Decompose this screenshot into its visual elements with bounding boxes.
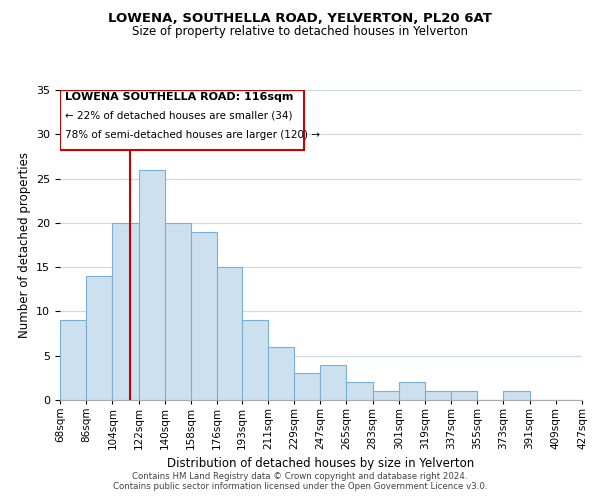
Bar [217,267,242,400]
Text: Contains HM Land Registry data © Crown copyright and database right 2024.: Contains HM Land Registry data © Crown c… [132,472,468,481]
Text: ← 22% of detached houses are smaller (34): ← 22% of detached houses are smaller (34… [65,111,293,121]
Bar [294,374,320,400]
Bar [451,391,478,400]
Text: Size of property relative to detached houses in Yelverton: Size of property relative to detached ho… [132,25,468,38]
FancyBboxPatch shape [60,90,304,150]
Bar [242,320,268,400]
Bar [425,391,451,400]
Bar [346,382,373,400]
Bar [112,223,139,400]
Bar [86,276,112,400]
Text: LOWENA SOUTHELLA ROAD: 116sqm: LOWENA SOUTHELLA ROAD: 116sqm [65,92,293,102]
Bar [191,232,217,400]
Text: LOWENA, SOUTHELLA ROAD, YELVERTON, PL20 6AT: LOWENA, SOUTHELLA ROAD, YELVERTON, PL20 … [108,12,492,26]
Bar [164,223,191,400]
Bar [60,320,86,400]
Text: Contains public sector information licensed under the Open Government Licence v3: Contains public sector information licen… [113,482,487,491]
Bar [139,170,164,400]
Y-axis label: Number of detached properties: Number of detached properties [17,152,31,338]
Bar [373,391,399,400]
Text: 78% of semi-detached houses are larger (120) →: 78% of semi-detached houses are larger (… [65,130,320,140]
Bar [268,347,294,400]
X-axis label: Distribution of detached houses by size in Yelverton: Distribution of detached houses by size … [167,458,475,470]
Bar [320,364,346,400]
Bar [503,391,530,400]
Bar [399,382,425,400]
